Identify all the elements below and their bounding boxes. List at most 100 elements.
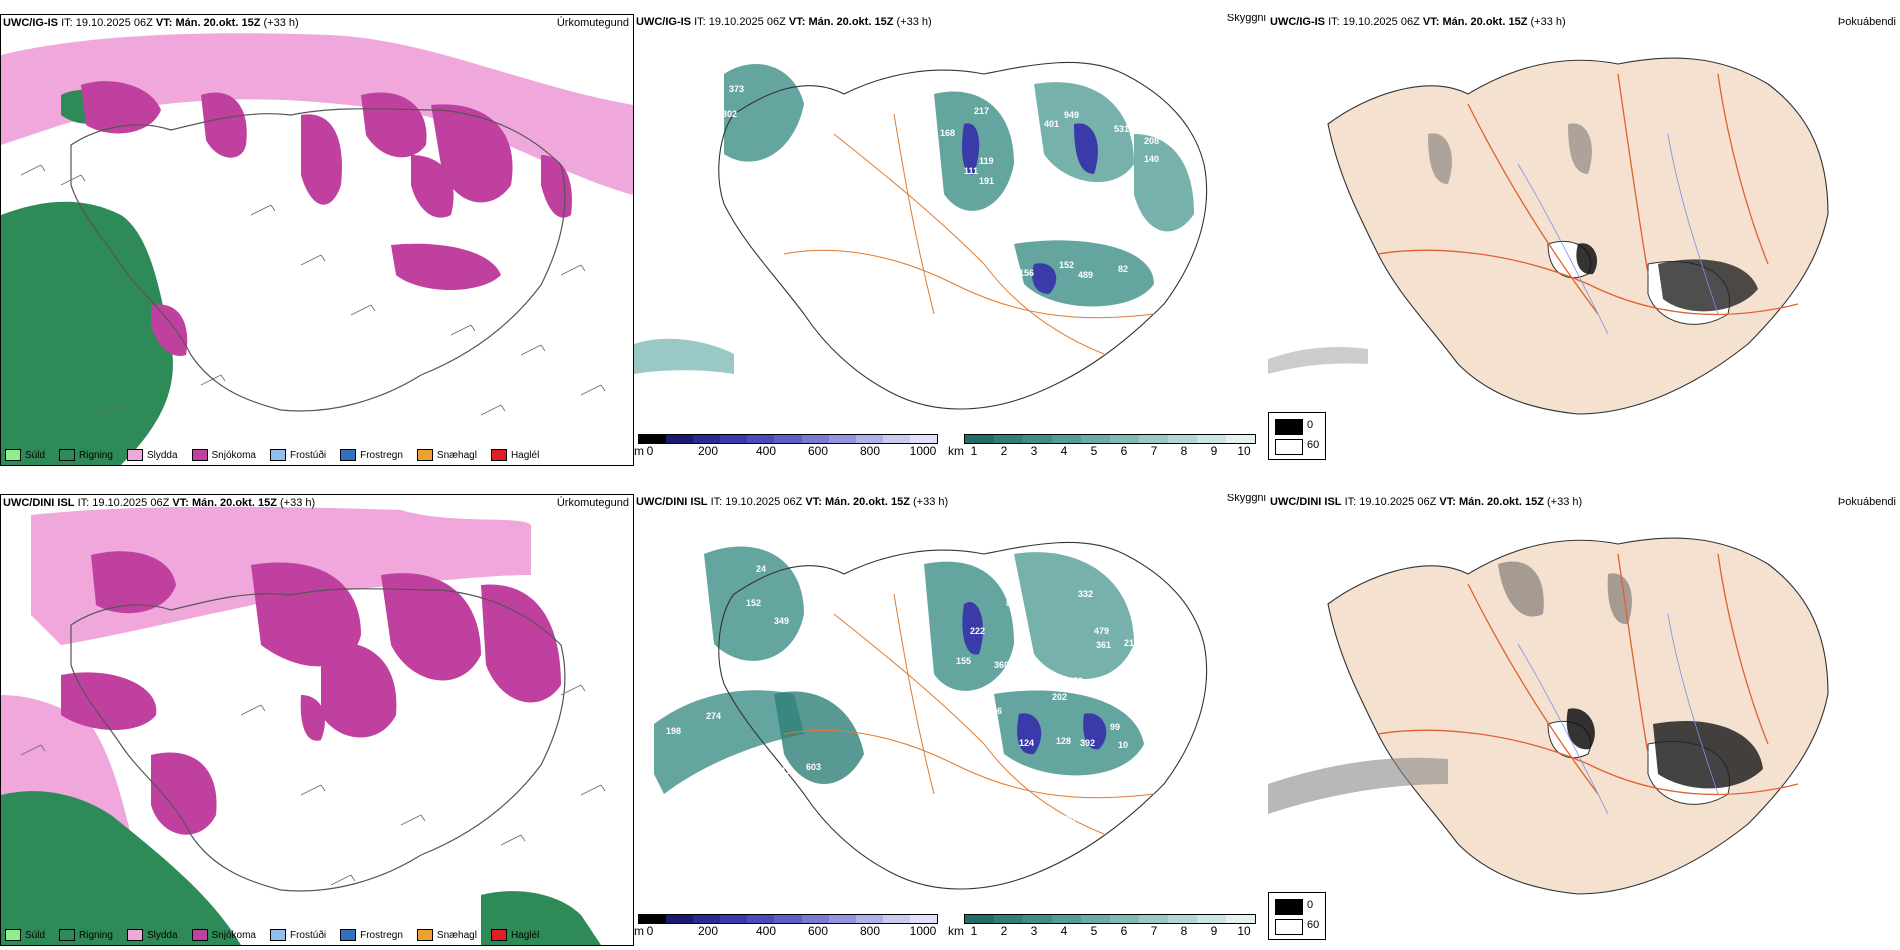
map-label: 360 — [994, 660, 1009, 670]
panel-header: UWC/DINI ISL IT: 19.10.2025 06Z VT: Mán.… — [3, 497, 316, 509]
map-label: 197 — [1174, 646, 1189, 656]
fog-index-legend: 0 60 — [1268, 412, 1326, 460]
legend-item-freezing-drizzle: Frostúði — [269, 929, 326, 941]
colorbar-tick: 400 — [755, 444, 777, 458]
colorbar-tick: 600 — [807, 444, 829, 458]
colorbar-tick: 1 — [970, 444, 978, 458]
colorbar-tick: 0 — [646, 444, 654, 458]
legend-item-drizzle: Súld — [5, 929, 45, 941]
legend-item-freezing-rain: Frostregn — [340, 449, 403, 461]
legend-item-rain: Rigning — [59, 449, 113, 461]
colorbar-tick: 8 — [1180, 444, 1188, 458]
colorbar-tick: 0 — [646, 924, 654, 938]
legend-item-drizzle: Súld — [5, 449, 45, 461]
colorbar-tick: 400 — [755, 924, 777, 938]
legend-item-snow: Snjókoma — [191, 449, 256, 461]
colorbar-tick: 9 — [1210, 444, 1218, 458]
colorbar-unit: km — [948, 444, 964, 458]
fog-panel-top: UWC/IG-IS IT: 19.10.2025 06Z VT: Mán. 20… — [1268, 14, 1900, 464]
map-label: 140 — [1144, 154, 1159, 164]
map-label: 392 — [1080, 738, 1095, 748]
colorbar-tick: 4 — [1060, 924, 1068, 938]
map-label: 206 — [1140, 621, 1155, 631]
map-label: 164 — [666, 240, 681, 250]
map-label: 643 — [784, 668, 799, 678]
fog-index-map — [1268, 537, 1829, 895]
map-label: 202 — [1172, 660, 1187, 670]
colorbar-strip — [638, 914, 938, 924]
panel-header: UWC/DINI ISL IT: 19.10.2025 06Z VT: Mán.… — [1270, 496, 1583, 508]
map-label: 94 — [1008, 110, 1018, 120]
colorbar-tick: 200 — [697, 924, 719, 938]
ceiling-visibility-map: 24 152 349 643 96 889 332 479 361 212 20… — [654, 541, 1208, 890]
colorbar-tick: 10 — [1237, 444, 1251, 458]
map-label: 603 — [806, 762, 821, 772]
panel-header: UWC/IG-IS IT: 19.10.2025 06Z VT: Mán. 20… — [3, 17, 299, 29]
colorbar-tick: 9 — [1210, 924, 1218, 938]
map-label: 217 — [974, 106, 989, 116]
visibility-colorbar: km 1 2 3 4 5 6 7 8 9 10 — [948, 914, 1256, 938]
map-label: 198 — [666, 726, 681, 736]
colorbar-tick: 3 — [1030, 924, 1038, 938]
colorbar-tick: 3 — [1030, 444, 1038, 458]
colorbar-unit: m — [634, 924, 644, 938]
colorbar-tick: 4 — [1060, 444, 1068, 458]
panel-title: Skyggni — [1226, 494, 1266, 504]
legend-item-snow-pellets: Snæhagl — [416, 449, 477, 461]
precip-type-map — [1, 506, 606, 945]
ceiling-vis-panel-top: UWC/IG-IS IT: 19.10.2025 06Z VT: Mán. 20… — [634, 14, 1266, 464]
map-label: 301 — [1004, 191, 1019, 201]
map-label: 373 — [729, 84, 744, 94]
map-label: 10 — [1118, 740, 1128, 750]
map-label: 208 — [1144, 136, 1159, 146]
fog-legend-min: 0 — [1307, 419, 1314, 431]
map-label: 16 — [992, 706, 1002, 716]
precip-type-legend: Súld Rigning Slydda Snjókoma Frostúði Fr… — [5, 929, 539, 941]
map-label: 152 — [746, 598, 761, 608]
ceiling-colorbar: m 0 200 400 600 800 1000 — [634, 434, 938, 458]
panel-title: Skyggni — [1226, 14, 1266, 24]
precip-panel-bottom: UWC/DINI ISL IT: 19.10.2025 06Z VT: Mán.… — [0, 494, 634, 946]
colorbar-tick: 6 — [1120, 444, 1128, 458]
colorbar-tick: 800 — [859, 924, 881, 938]
map-label: 274 — [706, 711, 721, 721]
map-label: 99 — [1110, 722, 1120, 732]
colorbar-tick: 10 — [1237, 924, 1251, 938]
colorbar-strip — [964, 914, 1256, 924]
colorbar-tick: 7 — [1150, 924, 1158, 938]
ceiling-colorbar: m 0 200 400 600 800 1000 — [634, 914, 938, 938]
colorbar-tick: 5 — [1090, 924, 1098, 938]
legend-item-sleet: Slydda — [126, 929, 178, 941]
map-label: 202 — [1052, 692, 1067, 702]
map-label: 197 — [1012, 648, 1027, 658]
precip-type-legend: Súld Rigning Slydda Snjókoma Frostúði Fr… — [5, 449, 539, 461]
map-label: 156 — [1019, 268, 1034, 278]
map-label: 82 — [1118, 264, 1128, 274]
colorbar-unit: m — [634, 444, 644, 458]
map-label: 34 — [894, 722, 904, 732]
visibility-colorbar: km 1 2 3 4 5 6 7 8 9 10 — [948, 434, 1256, 458]
fog-legend-max: 60 — [1307, 919, 1320, 931]
legend-item-rain: Rigning — [59, 929, 113, 941]
fog-legend-min: 0 — [1307, 899, 1314, 911]
legend-item-sleet: Slydda — [126, 449, 178, 461]
map-label: 531 — [1114, 124, 1129, 134]
map-label: 222 — [970, 626, 985, 636]
legend-item-hail: Haglél — [490, 449, 539, 461]
panel-header: UWC/IG-IS IT: 19.10.2025 06Z VT: Mán. 20… — [636, 16, 932, 28]
colorbar-tick: 1 — [970, 924, 978, 938]
precip-type-map — [1, 15, 633, 465]
fog-legend-max: 60 — [1307, 439, 1320, 451]
colorbar-tick: 2 — [1000, 444, 1008, 458]
map-label: 24 — [756, 564, 766, 574]
panel-title: Úrkomutegund — [556, 497, 629, 509]
panel-header: UWC/IG-IS IT: 19.10.2025 06Z VT: Mán. 20… — [1270, 16, 1566, 28]
legend-item-freezing-rain: Frostregn — [340, 929, 403, 941]
colorbar-tick: 8 — [1180, 924, 1188, 938]
map-label: 168 — [940, 128, 955, 138]
colorbar-tick: 5 — [1090, 444, 1098, 458]
legend-item-freezing-drizzle: Frostúði — [269, 449, 326, 461]
fog-index-map — [1268, 57, 1829, 415]
colorbar-tick: 7 — [1150, 444, 1158, 458]
map-label: 212 — [1124, 638, 1139, 648]
